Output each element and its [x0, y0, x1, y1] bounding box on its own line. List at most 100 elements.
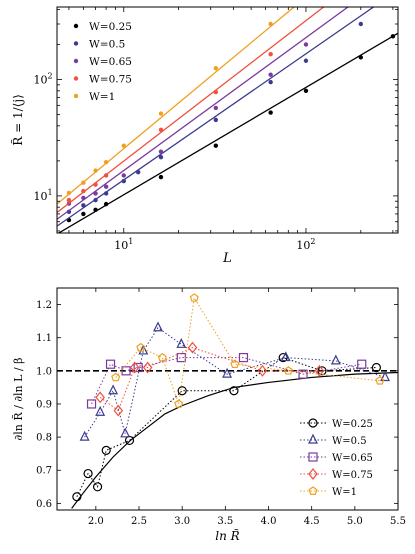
data-point [120, 427, 131, 438]
legend-label: W=0.25 [332, 419, 373, 430]
data-point [303, 58, 309, 63]
plot-area [57, 7, 398, 233]
data-point [213, 105, 219, 111]
data-point [66, 190, 72, 196]
x-tick-label: 4.0 [261, 516, 277, 527]
legend-marker [308, 452, 318, 462]
data-point [158, 127, 164, 132]
data-point [158, 174, 164, 180]
legend-marker [308, 418, 318, 428]
legend-label: W=0.5 [89, 39, 125, 51]
fit-line-4 [57, 7, 295, 205]
data-point [176, 337, 187, 348]
data-point [103, 201, 109, 207]
legend-marker [73, 76, 79, 81]
data-point [357, 359, 367, 369]
legend-label: W=0.5 [332, 436, 367, 447]
data-point [375, 376, 385, 385]
data-point [177, 386, 187, 396]
data-point [66, 197, 72, 203]
legend-marker [308, 433, 318, 444]
data-point [121, 178, 126, 184]
data-point [268, 52, 273, 57]
data-point [105, 359, 116, 369]
data-point [390, 34, 396, 39]
data-point [103, 184, 109, 189]
data-point [136, 169, 141, 175]
legend-marker [308, 486, 318, 495]
x-tick-label: 101 [114, 237, 133, 252]
data-point [121, 143, 126, 148]
data-point [174, 399, 184, 408]
data-point [113, 404, 124, 417]
series-line-2 [91, 357, 362, 405]
data-point [83, 468, 93, 479]
fit-line-1 [57, 7, 374, 227]
data-point [81, 188, 86, 194]
fit-line-3 [57, 7, 325, 214]
data-point [79, 430, 90, 441]
x-tick-label: 4.5 [304, 516, 320, 527]
data-point [238, 352, 249, 363]
data-point [158, 155, 164, 160]
data-point [133, 362, 143, 373]
data-point [101, 445, 111, 455]
data-point [358, 21, 364, 27]
data-point [187, 341, 198, 354]
data-point [189, 293, 199, 302]
y-tick-label: 1.1 [36, 333, 52, 344]
y-tick-label: 0.7 [36, 466, 52, 477]
plot-frame [56, 6, 399, 234]
data-point [111, 372, 121, 382]
legend-label: W=0.65 [332, 453, 373, 464]
x-tick-label: 3.5 [217, 516, 233, 527]
data-point [257, 364, 268, 377]
data-point [157, 352, 167, 362]
data-point [268, 72, 273, 77]
data-point [86, 399, 97, 409]
legend-label: W=1 [332, 487, 357, 498]
series-line-3 [99, 347, 320, 412]
data-point [93, 207, 98, 212]
x-tick-label: 102 [296, 237, 315, 252]
data-point [93, 191, 98, 196]
x-tick-label: 2.0 [88, 516, 104, 527]
x-tick-label: 5.5 [390, 516, 406, 527]
data-point [93, 182, 98, 187]
data-point [121, 173, 126, 178]
x-tick-label: 3.0 [174, 516, 190, 527]
data-point [136, 342, 146, 352]
data-point [81, 211, 86, 217]
x-axis-label: ln R̃ [215, 528, 239, 543]
legend-label: W=0.65 [89, 56, 132, 68]
legend-marker [308, 468, 318, 480]
data-point [213, 143, 219, 148]
data-point [138, 344, 149, 355]
data-point [358, 55, 364, 60]
data-point [103, 173, 109, 178]
data-point [176, 352, 186, 363]
data-point [268, 110, 273, 115]
data-point [158, 111, 164, 116]
top-panel: 101 102 101 102 L R̃ = 1/⟨j⟩ W=0.25 W=0.5 W=0.65… [10, 6, 399, 266]
data-point [229, 386, 239, 396]
legend-marker [73, 23, 79, 29]
data-point [213, 66, 219, 71]
y-axis-label: ∂ln R̃ / ∂ln L / β [12, 358, 25, 441]
data-point [268, 79, 273, 85]
y-tick-label: 102 [33, 72, 52, 87]
data-point [93, 197, 98, 203]
legend-marker [73, 93, 79, 99]
data-point [268, 21, 273, 27]
legend-label: W=1 [89, 91, 115, 103]
x-tick-label: 2.5 [131, 516, 147, 527]
data-point [222, 367, 233, 378]
series-line-1 [84, 327, 386, 438]
data-point [153, 321, 163, 332]
legend-label: W=0.75 [332, 470, 373, 481]
data-point [95, 391, 105, 404]
legend-label: W=0.25 [89, 21, 132, 33]
y-tick-label: 0.6 [36, 499, 52, 510]
data-point [283, 366, 293, 375]
